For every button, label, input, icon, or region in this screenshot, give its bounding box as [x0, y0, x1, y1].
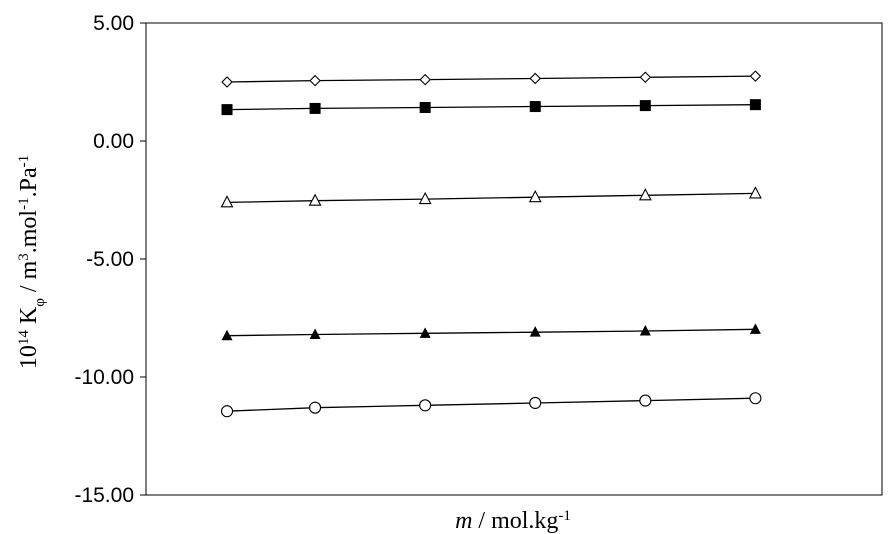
data-point-square: [221, 104, 233, 116]
data-point-square: [419, 101, 431, 113]
data-point-triangle: [528, 189, 542, 203]
data-point-diamond: [749, 70, 762, 82]
data-point-diamond: [639, 71, 652, 84]
data-point-circle: [309, 401, 322, 414]
series-line: [226, 192, 756, 204]
y-axis-title-subscript: φ: [32, 298, 48, 307]
data-point-triangle: [418, 191, 432, 205]
data-point-circle: [639, 394, 652, 407]
y-axis-title-exponent: -1: [16, 155, 32, 168]
data-point-circle: [749, 392, 762, 405]
data-point-triangle: [748, 186, 762, 199]
data-point-triangle: [308, 193, 322, 206]
x-axis-title-exponent: -1: [558, 508, 571, 524]
data-point-square: [309, 102, 321, 114]
data-point-circle: [220, 405, 234, 418]
data-point-diamond: [309, 74, 321, 87]
data-point-triangle-filled: [529, 326, 541, 337]
y-tick-label: -10.00: [74, 366, 134, 389]
y-tick-label: -5.00: [86, 248, 134, 271]
plot-area-frame: [145, 22, 883, 496]
series-circle-open: [220, 392, 762, 418]
y-axis-title-part: .Pa: [16, 167, 42, 197]
y-axis-title: 1014 Kφ / m3.mol-1.Pa-1: [16, 155, 48, 369]
data-point-triangle: [220, 195, 234, 208]
x-axis-title: m / mol.kg-1: [455, 508, 571, 534]
series-line: [226, 104, 756, 111]
y-axis-title-part: K: [16, 306, 42, 330]
data-point-diamond: [221, 76, 233, 88]
y-axis-title-part: / m: [16, 260, 42, 298]
y-axis-title-part: 10: [16, 345, 42, 369]
y-axis-title-exponent: 3: [16, 253, 32, 261]
y-axis-title-exponent: -1: [16, 197, 32, 210]
data-point-triangle: [638, 188, 652, 201]
series-line: [226, 328, 756, 337]
data-point-circle: [529, 396, 542, 410]
data-point-triangle-filled: [749, 323, 761, 334]
data-point-triangle-filled: [419, 327, 431, 338]
series-diamond-open: [221, 70, 762, 88]
y-axis-title-exponent: 14: [16, 330, 32, 346]
x-axis-title-unit: / mol.kg: [472, 508, 558, 534]
data-point-diamond: [419, 73, 431, 86]
data-point-triangle-filled: [309, 328, 321, 340]
data-point-circle: [419, 399, 432, 412]
data-point-square: [529, 101, 541, 113]
series-triangle-filled: [221, 323, 761, 341]
series-triangle-open: [220, 186, 762, 208]
y-tick-label: 5.00: [93, 12, 134, 35]
data-point-square: [749, 99, 761, 111]
x-axis-title-variable: m: [455, 508, 472, 534]
series-square-filled: [221, 99, 761, 116]
data-point-triangle-filled: [221, 329, 233, 341]
y-axis-title-part: .mol: [16, 210, 42, 254]
data-point-triangle-filled: [639, 324, 651, 336]
data-point-square: [639, 100, 651, 112]
y-tick-label: -15.00: [74, 484, 134, 507]
series-line: [226, 75, 756, 83]
y-axis-ticks: 5.00 0.00 -5.00 -10.00 -15.00: [74, 12, 146, 507]
series-layer: [220, 70, 762, 418]
y-tick-label: 0.00: [93, 130, 134, 153]
data-point-diamond: [529, 72, 542, 85]
series-line: [226, 397, 756, 412]
